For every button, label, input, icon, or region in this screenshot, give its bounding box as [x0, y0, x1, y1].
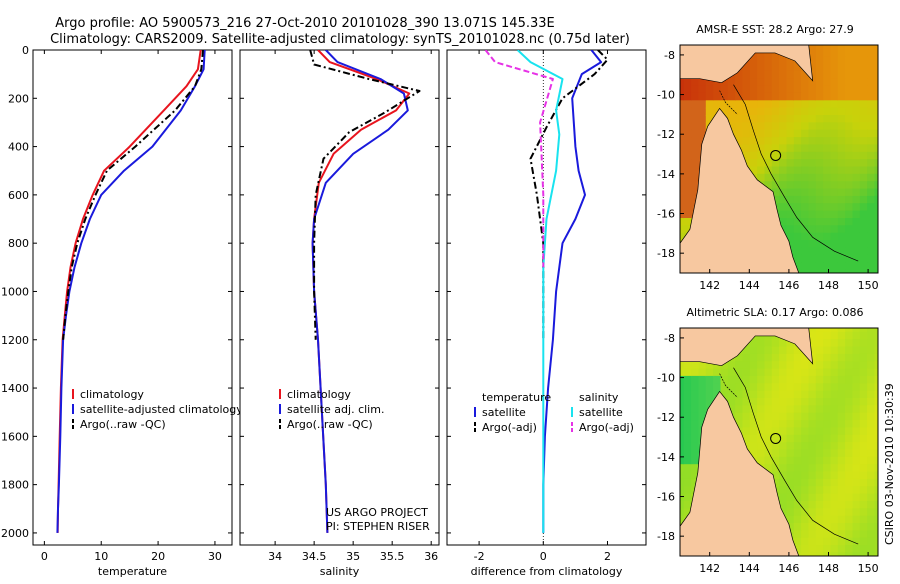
series-line-argo-raw-qc-: [309, 50, 421, 340]
x-axis-label: salinity: [320, 565, 360, 578]
plot-frame: [446, 49, 647, 546]
legend-label: satellite: [482, 406, 526, 419]
figure-title-line1: Argo profile: AO 5900573_216 27-Oct-2010…: [55, 16, 554, 31]
map-x-tick-label: 144: [739, 562, 760, 575]
map-frame: [679, 44, 879, 274]
y-tick-label: 1000: [1, 285, 29, 298]
reef-dots: [719, 90, 738, 115]
map-x-tick-label: 144: [739, 279, 760, 292]
y-tick-label: 200: [8, 92, 29, 105]
y-tick-label: 1200: [1, 334, 29, 347]
figure-title-line2: Climatology: CARS2009. Satellite-adjuste…: [50, 32, 630, 47]
map-y-tick-label: -12: [657, 128, 675, 141]
project-label: US ARGO PROJECT: [326, 506, 428, 519]
series-line-argo-raw-qc-: [62, 50, 204, 340]
sla-map: 142 144 146 148 150 -8 -10 -12 -14 -16 -18: [657, 327, 879, 575]
y-tick-label: 0: [22, 44, 29, 57]
y-tick-label: 2000: [1, 527, 29, 540]
map-y-tick-label: -8: [664, 332, 675, 345]
legend-label: Argo(..raw -QC): [287, 418, 373, 431]
y-tick-label: 1800: [1, 479, 29, 492]
legend-label: climatology: [287, 388, 351, 401]
plot-frame: [239, 49, 440, 546]
x-tick-label: -2: [474, 550, 485, 563]
x-tick-label: 0: [540, 550, 547, 563]
x-tick-label: 36: [424, 550, 438, 563]
sla-map-title: Altimetric SLA: 0.17 Argo: 0.086: [686, 306, 863, 319]
x-tick-label: 0: [41, 550, 48, 563]
map-x-tick-label: 148: [818, 562, 839, 575]
map-x-tick-label: 146: [778, 562, 799, 575]
legend-label: Argo(..raw -QC): [80, 418, 166, 431]
reef-dots: [719, 373, 738, 398]
legend-label: Argo(-adj): [579, 421, 634, 434]
y-tick-label: 1400: [1, 382, 29, 395]
map-y-tick-label: -14: [657, 168, 675, 181]
difference-panel: -2 0 2 difference from climatology temperatu…: [446, 49, 647, 578]
timestamp-stamp: CSIRO 03-Nov-2010 10:30:39: [883, 383, 896, 545]
land-png: [680, 45, 814, 84]
sst-map-title: AMSR-E SST: 28.2 Argo: 27.9: [696, 23, 854, 36]
map-y-tick-label: -8: [664, 49, 675, 62]
x-tick-label: 35: [346, 550, 360, 563]
y-tick-label: 600: [8, 189, 29, 202]
float-position-marker: [770, 432, 782, 444]
map-field: [680, 328, 878, 556]
temperature-panel: 0 10 20 30 0 200 400 600 800 1000 1200 1400 1600 1800…: [1, 44, 243, 578]
pi-label: PI: STEPHEN RISER: [326, 520, 430, 533]
x-axis-label: difference from climatology: [471, 565, 623, 578]
land-png: [680, 328, 814, 367]
map-y-tick-label: -14: [657, 451, 675, 464]
legend-label: climatology: [80, 388, 144, 401]
map-x-tick-label: 150: [858, 279, 879, 292]
series-line-salinity-satellite: [516, 50, 564, 533]
x-tick-label: 10: [94, 550, 108, 563]
float-position-marker: [770, 149, 782, 161]
map-x-tick-label: 146: [778, 279, 799, 292]
y-tick-label: 800: [8, 237, 29, 250]
map-y-tick-label: -12: [657, 411, 675, 424]
sst-map: 142 144 146 148 150 -8 -10 -12 -14 -16 -18: [657, 44, 879, 292]
land-australia: [680, 107, 800, 273]
map-y-tick-label: -18: [657, 247, 675, 260]
x-axis-label: temperature: [98, 565, 167, 578]
salinity-panel: 34 34.5 35 35.5 36 salinity climatology satelli…: [239, 49, 440, 578]
x-tick-label: 34.5: [302, 550, 327, 563]
legend-label: satellite-adjusted climatology: [80, 403, 243, 416]
map-x-tick-label: 142: [699, 562, 720, 575]
legend-heading: temperature: [482, 391, 551, 404]
map-x-tick-label: 150: [858, 562, 879, 575]
x-tick-label: 34: [268, 550, 282, 563]
legend-label: satellite adj. clim.: [287, 403, 384, 416]
plot-frame: [32, 49, 233, 546]
map-x-tick-label: 142: [699, 279, 720, 292]
map-y-tick-label: -16: [657, 491, 675, 504]
map-frame: [679, 327, 879, 557]
legend-label: Argo(-adj): [482, 421, 537, 434]
map-y-tick-label: -10: [657, 372, 675, 385]
shelf-contour: [733, 84, 859, 262]
map-y-tick-label: -18: [657, 530, 675, 543]
legend-heading: salinity: [579, 391, 619, 404]
x-tick-label: 30: [208, 550, 222, 563]
shelf-contour: [733, 367, 859, 545]
x-tick-label: 35.5: [380, 550, 405, 563]
y-tick-label: 400: [8, 141, 29, 154]
series-line-salinity-argo-adj-: [484, 50, 554, 268]
map-field: [680, 45, 878, 273]
map-y-tick-label: -10: [657, 89, 675, 102]
x-tick-label: 20: [151, 550, 165, 563]
x-tick-label: 2: [604, 550, 611, 563]
map-x-tick-label: 148: [818, 279, 839, 292]
series-line-satellite-adjusted-climatology: [56, 50, 206, 533]
land-australia: [680, 390, 800, 556]
legend-label: satellite: [579, 406, 623, 419]
series-line-temperature-satellite: [542, 50, 603, 533]
map-y-tick-label: -16: [657, 208, 675, 221]
y-tick-label: 1600: [1, 430, 29, 443]
